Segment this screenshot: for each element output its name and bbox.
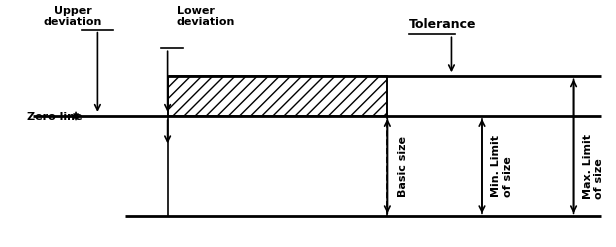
Text: Zero line: Zero line (27, 112, 83, 122)
Text: Basic size: Basic size (399, 136, 408, 197)
Text: Upper
deviation: Upper deviation (44, 6, 102, 27)
Text: Max. Limit
of size: Max. Limit of size (583, 134, 604, 199)
Text: Tolerance: Tolerance (409, 18, 476, 31)
Text: Min. Limit
of size: Min. Limit of size (491, 135, 513, 197)
Bar (168, 76, 387, 116)
Text: Lower
deviation: Lower deviation (177, 6, 235, 27)
